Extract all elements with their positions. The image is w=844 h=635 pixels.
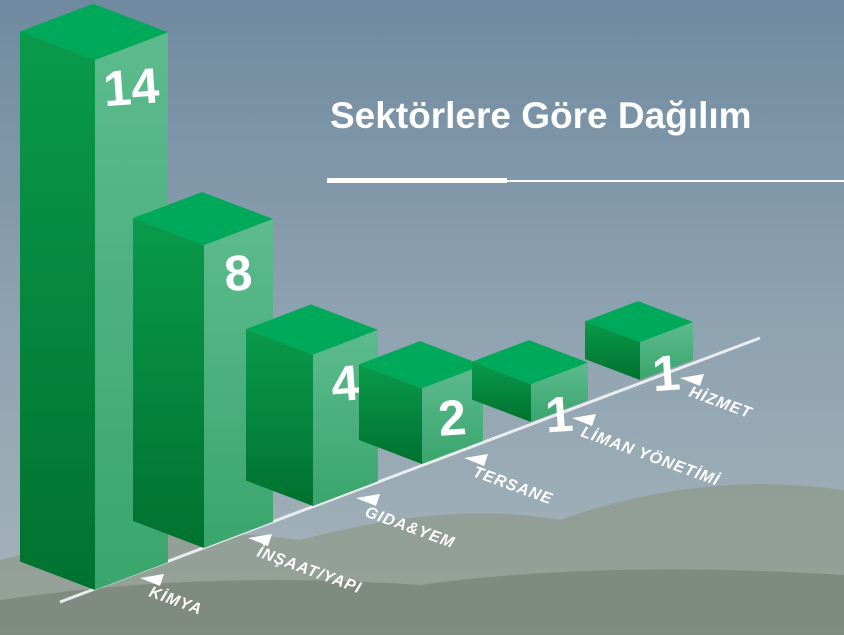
bar: 4 xyxy=(246,304,378,506)
bar-left-face xyxy=(133,218,204,548)
bar-left-face xyxy=(20,32,95,591)
value-label: 8 xyxy=(222,244,254,302)
value-label: 2 xyxy=(436,389,468,447)
value-label: 1 xyxy=(650,344,682,402)
bar: 2 xyxy=(359,341,483,464)
title-rule xyxy=(507,180,844,182)
value-label: 4 xyxy=(329,355,361,413)
chart-title: Sektörlere Göre Dağılım xyxy=(330,95,752,136)
title-underline xyxy=(327,178,507,183)
chart: Sektörlere Göre Dağılım 14KİMYA8İNŞAAT/Y… xyxy=(0,0,844,635)
value-label: 1 xyxy=(543,386,575,444)
bar-left-face xyxy=(246,329,313,506)
value-label: 14 xyxy=(102,57,162,117)
